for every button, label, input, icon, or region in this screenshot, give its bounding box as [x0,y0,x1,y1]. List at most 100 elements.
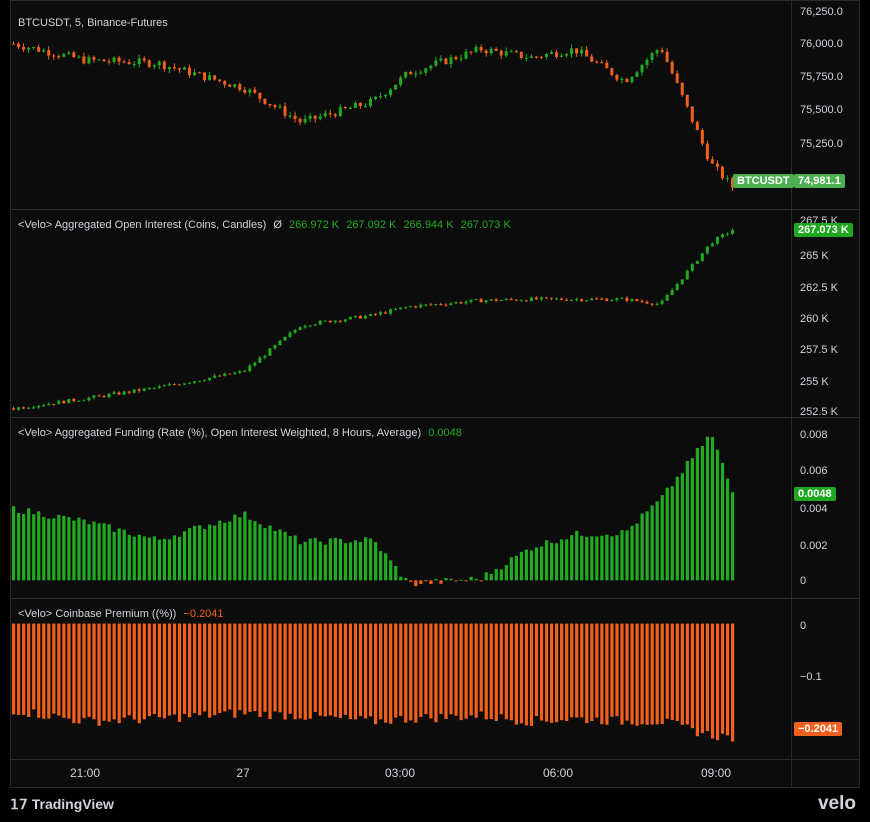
oi-candle [17,407,21,410]
funding-bar [399,576,403,581]
oi-candle [690,263,694,271]
premium-bar [253,623,257,712]
pane-divider[interactable] [10,417,860,418]
premium-bar [147,623,151,717]
price-candle [414,73,418,75]
pane-divider[interactable] [10,598,860,599]
funding-bar [660,495,664,581]
oi-candle [630,299,634,301]
oi-candle [555,298,559,300]
funding-bar [208,524,212,581]
funding-bar [67,517,71,581]
price-candle [429,65,433,69]
premium-bar [725,623,730,736]
funding-bar [213,525,217,581]
price-candle [680,82,684,95]
oi-candle [338,320,342,322]
funding-bar [374,542,378,581]
funding-bar [42,517,46,581]
price-candle [580,49,584,54]
premium-bar [127,623,131,716]
funding-bar [524,549,529,581]
premium-bar [630,623,634,725]
premium-bar [459,623,463,721]
funding-bar [615,535,619,581]
funding-bar [203,529,207,581]
price-candle [137,58,141,65]
premium-bar [12,623,16,715]
oi-candle [439,304,443,306]
price-candle [560,55,564,57]
premium-bar [238,623,242,711]
oi-candle [162,385,166,387]
premium-bar [208,623,212,718]
premium-bar [625,623,629,721]
oi-candle [77,400,81,402]
oi-candle [494,299,498,301]
funding-bar [278,529,282,581]
premium-bar [444,623,448,719]
oi-candle [27,407,31,409]
funding-bar [238,517,242,581]
oi-candle [238,371,242,373]
funding-bar [273,530,277,581]
price-candle [509,51,513,53]
price-candle [177,68,181,70]
price-candle [77,56,81,58]
oi-candle [47,403,51,406]
oi-candle [167,384,171,386]
premium-bar [615,623,619,717]
funding-bar [368,538,373,581]
price-candle [529,56,533,58]
price-candle [162,61,166,70]
price-tick: 75,500.0 [800,104,843,116]
price-legend-title[interactable]: BTCUSDT, 5, Binance-Futures [18,17,168,29]
funding-bar [499,569,503,581]
funding-bar [585,536,589,581]
oi-candle [580,299,584,302]
premium-legend[interactable]: <Velo> Coinbase Premium ((%)) −0.2041 [18,608,223,620]
oi-legend[interactable]: <Velo> Aggregated Open Interest (Coins, … [18,219,511,231]
price-candle [434,60,438,66]
price-candle [348,107,352,109]
premium-bar [600,623,604,725]
funding-bar [544,540,549,581]
funding-tick: 0.004 [800,503,828,515]
premium-bar [439,623,443,714]
oi-candle [318,320,322,325]
price-candle [595,61,599,63]
funding-bar [640,513,644,581]
price-candle [363,105,367,107]
funding-bar [555,543,559,581]
pane-divider[interactable] [10,209,860,210]
price-candle [489,48,493,54]
funding-bar [338,538,343,581]
premium-bar [117,623,121,724]
premium-bar [293,623,297,720]
price-candle [333,114,337,117]
price-candle [37,47,41,52]
price-candle [142,58,146,61]
price-candle [625,78,629,83]
tradingview-logo[interactable]: 𝟣𝟩 TradingView [10,796,114,813]
oi-candle [539,297,543,300]
premium-bar [358,623,363,716]
premium-bar [409,623,413,721]
oi-candle [484,300,488,303]
oi-candle [389,309,393,314]
premium-bar [720,623,725,734]
price-candle [298,119,302,123]
premium-bar [328,623,332,716]
symbol-badge: BTCUSDT [733,174,794,188]
velo-logo[interactable]: velo [817,793,856,814]
premium-bar [177,623,182,722]
price-candle [82,56,86,64]
funding-bar [57,514,61,581]
funding-legend[interactable]: <Velo> Aggregated Funding (Rate (%), Ope… [18,427,462,439]
oi-candle [137,389,141,391]
price-candle [620,78,624,80]
oi-candle [459,302,463,304]
oi-candle [514,299,518,301]
oi-candle [333,320,337,323]
